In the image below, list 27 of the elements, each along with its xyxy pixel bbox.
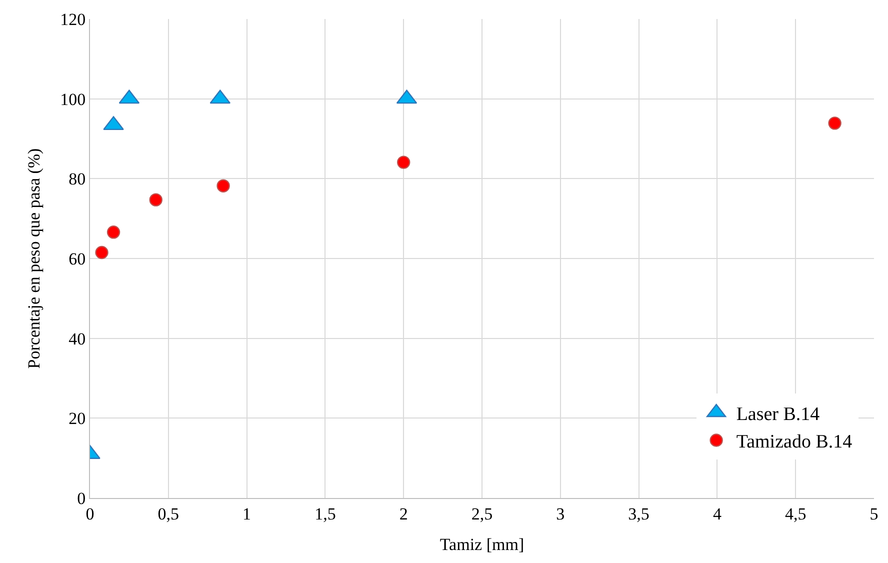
- x-tick-label: 1: [242, 504, 252, 524]
- legend-label: Tamizado B.14: [736, 432, 853, 453]
- x-tick-label: 5: [870, 504, 878, 524]
- y-tick-label: 0: [77, 488, 86, 508]
- point: [106, 226, 120, 239]
- point: [397, 156, 410, 169]
- x-tick-label: 2: [399, 504, 408, 524]
- point: [149, 193, 162, 206]
- x-tick-label: 2,5: [471, 504, 493, 524]
- legend-label: Laser B.14: [736, 404, 820, 425]
- point: [95, 246, 108, 260]
- x-tick-label: 1,5: [314, 504, 336, 524]
- y-tick-label: 40: [68, 329, 86, 348]
- x-tick-label: 0,5: [158, 504, 180, 524]
- point: [828, 116, 842, 130]
- point: [216, 179, 230, 192]
- y-tick-label: 80: [68, 170, 86, 189]
- y-tick-label: 20: [68, 409, 86, 428]
- x-tick-label: 3,5: [628, 504, 650, 524]
- y-tick-label: 120: [60, 10, 86, 29]
- y-axis-title: Porcentaje en peso que pasa (%): [24, 148, 44, 369]
- x-tick-label: 3: [556, 504, 565, 524]
- x-tick-label: 4,5: [784, 504, 806, 524]
- y-tick-label: 100: [60, 90, 86, 109]
- x-axis-title: Tamiz [mm]: [440, 534, 524, 554]
- x-tick-label: 4: [712, 504, 722, 524]
- y-tick-label: 60: [68, 249, 86, 268]
